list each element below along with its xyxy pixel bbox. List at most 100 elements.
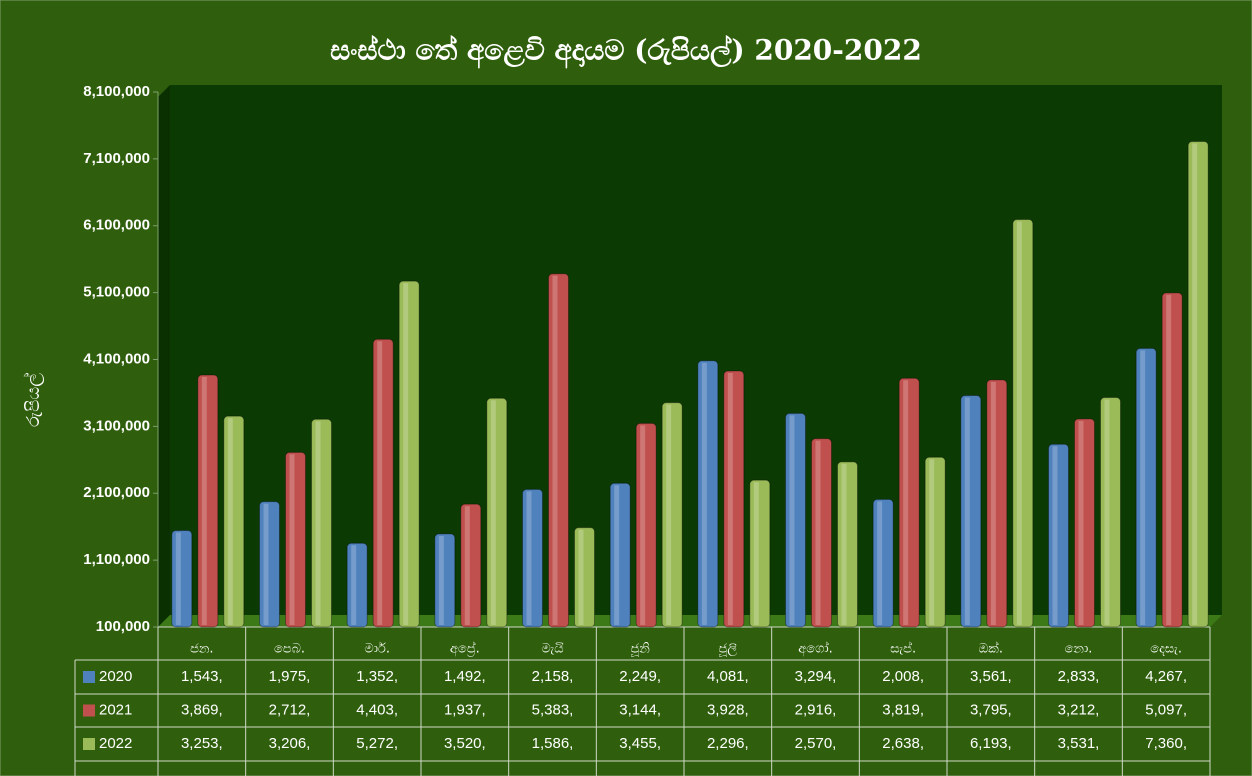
table-value: 3,531,	[1058, 735, 1100, 752]
table-value: 1,543,	[181, 668, 223, 685]
bar-highlight	[1140, 350, 1146, 625]
bar	[837, 461, 858, 628]
bar-highlight	[263, 503, 269, 625]
bar-highlight	[1052, 446, 1058, 625]
bar-highlight	[464, 506, 470, 625]
y-axis-title: රුපියල්	[23, 373, 44, 427]
x-tick-label: ජන.	[190, 642, 214, 657]
x-tick-label: නො.	[1065, 642, 1093, 657]
table-value: 3,520,	[444, 735, 486, 752]
table-value: 3,928,	[707, 701, 749, 718]
bar	[1012, 219, 1034, 628]
table-value: 3,253,	[181, 735, 223, 752]
bar-highlight	[438, 535, 444, 625]
bar-highlight	[552, 275, 558, 625]
table-value: 2,008,	[882, 668, 924, 685]
table-value: 2,712,	[269, 701, 311, 718]
bar-highlight	[315, 421, 321, 625]
table-value: 2,296,	[707, 735, 749, 752]
bar	[1135, 347, 1157, 628]
table-value: 4,267,	[1145, 668, 1187, 685]
x-tick-label: ජූනි	[630, 642, 650, 657]
bar-highlight	[815, 440, 821, 625]
bar-highlight	[929, 459, 935, 625]
x-tick-label: මාර්.	[364, 641, 390, 657]
table-value: 3,294,	[795, 668, 837, 685]
y-tick-label: 8,100,000	[83, 83, 150, 100]
y-tick-label: 100,000	[96, 618, 150, 635]
bar	[398, 280, 420, 628]
bar	[486, 397, 508, 628]
bar-highlight	[666, 404, 672, 625]
bar-highlight	[351, 545, 357, 625]
legend-label: 2021	[99, 701, 132, 718]
bar	[1074, 418, 1095, 628]
table-value: 2,916,	[795, 701, 837, 718]
table-value: 1,352,	[356, 668, 398, 685]
bar	[785, 412, 806, 628]
bar	[635, 422, 657, 628]
bar-highlight	[1078, 420, 1084, 625]
bar-highlight	[903, 380, 909, 625]
legend-label: 2020	[99, 668, 132, 685]
table-value: 3,561,	[970, 668, 1012, 685]
bar-highlight	[175, 532, 181, 625]
y-tick-label: 5,100,000	[83, 284, 150, 301]
x-tick-label: මැයි	[541, 641, 564, 656]
x-tick-label: පෙබ.	[274, 642, 305, 657]
bar-highlight	[964, 397, 970, 625]
floor	[158, 615, 1222, 627]
table-value: 5,383,	[532, 701, 574, 718]
back-wall	[170, 85, 1222, 615]
bar	[285, 451, 306, 628]
table-value: 3,869,	[181, 701, 223, 718]
x-tick-label: ජූලි	[718, 642, 737, 657]
bar	[574, 527, 595, 628]
bar-highlight	[614, 485, 620, 625]
side-wall	[158, 85, 170, 627]
table-value: 1,937,	[444, 701, 486, 718]
legend-label: 2022	[99, 735, 132, 752]
x-tick-label: අගෝ.	[798, 641, 833, 657]
bar-highlight	[877, 501, 883, 625]
bar-highlight	[526, 491, 532, 625]
bar	[697, 360, 719, 628]
legend-key	[83, 671, 95, 683]
bar	[434, 533, 456, 628]
legend-key	[83, 704, 95, 717]
bar-highlight	[490, 400, 496, 625]
table-value: 1,586,	[532, 735, 574, 752]
bar	[898, 377, 920, 628]
bar-highlight	[701, 362, 707, 625]
bar	[609, 482, 631, 628]
bar	[460, 503, 482, 628]
bar	[311, 418, 332, 628]
bar-highlight	[727, 373, 733, 625]
bar-highlight	[289, 454, 295, 625]
bar	[522, 488, 543, 628]
y-tick-label: 4,100,000	[83, 350, 150, 367]
y-tick-label: 1,100,000	[83, 551, 150, 568]
table-value: 6,193,	[970, 735, 1012, 752]
table-value: 2,158,	[532, 668, 574, 685]
bar	[986, 379, 1008, 628]
bar	[924, 456, 946, 628]
bar-highlight	[789, 415, 795, 625]
bar-highlight	[753, 482, 759, 625]
legend-key	[83, 738, 95, 750]
bar-highlight	[1166, 294, 1172, 625]
bar	[259, 501, 280, 628]
bar	[372, 338, 394, 628]
bar-highlight	[227, 418, 233, 625]
bar-highlight	[1016, 221, 1022, 625]
table-value: 2,833,	[1058, 668, 1100, 685]
table-value: 3,455,	[619, 735, 661, 752]
bar-highlight	[640, 425, 646, 625]
chart-title: සංස්ථා තේ අළෙවි අදායම (රුපියල්) 2020-202…	[330, 34, 922, 69]
table-value: 4,403,	[356, 701, 398, 718]
bar	[197, 374, 219, 628]
table-value: 3,206,	[269, 735, 311, 752]
table-value: 4,081,	[707, 668, 749, 685]
table-value: 3,212,	[1058, 701, 1100, 718]
